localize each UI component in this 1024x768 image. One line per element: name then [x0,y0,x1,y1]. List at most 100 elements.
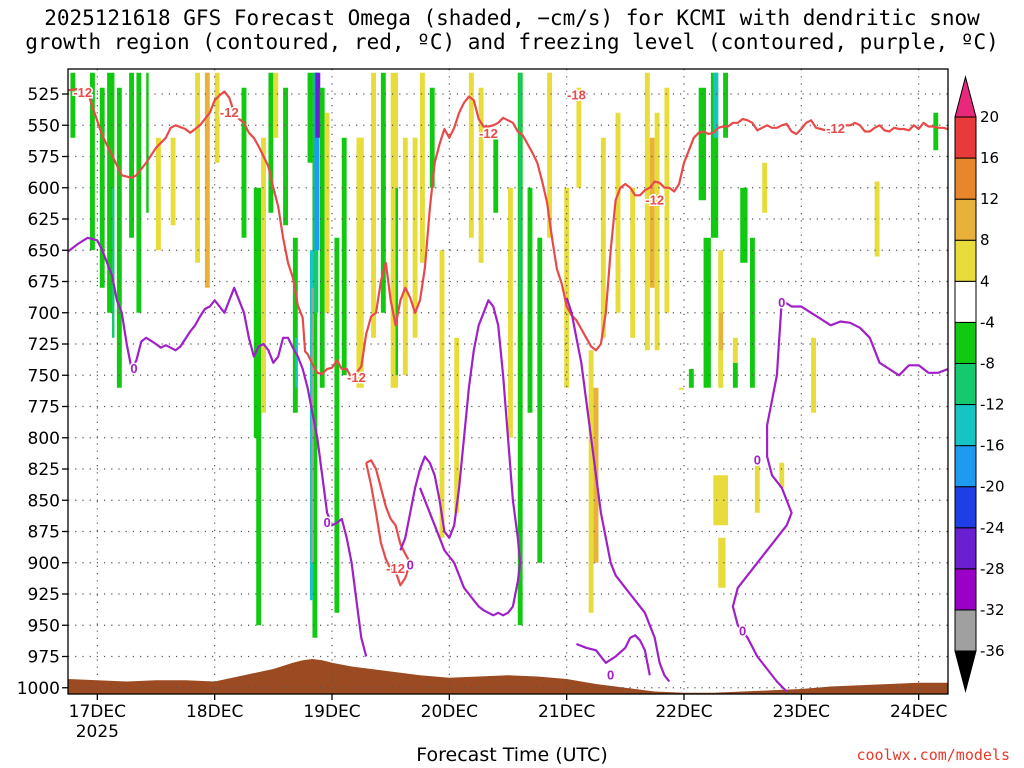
y-tick-label: 750 [28,366,60,386]
x-tick-label: 17DEC [69,702,126,722]
x-tick-label: 22DEC [655,702,712,722]
colorbar-swatch [954,404,977,447]
freezing-contour-label: 0 [778,295,785,310]
omega-cell [754,462,760,513]
temperature-contour-label: -12 [645,192,664,207]
colorbar-swatch [954,486,977,529]
omega-cell [156,137,161,251]
y-tick-label: 900 [28,554,60,574]
colorbar-swatch [954,280,977,323]
temperature-contour-label: -12 [826,121,845,136]
colorbar-swatch [954,362,977,406]
y-tick-label: 700 [28,304,60,324]
omega-cell [136,72,142,313]
omega-cell [402,137,408,376]
temperature-contour-label: -12 [386,561,405,576]
colorbar-swatch [954,157,977,200]
omega-cell [107,72,115,313]
colorbar-label: -4 [980,313,995,331]
omega-cell [390,72,398,388]
freezing-contour-label: 0 [739,624,746,639]
omega-cell [116,87,122,388]
colorbar-swatch [954,445,977,488]
colorbar-label: -12 [980,396,1005,414]
omega-cell [478,87,484,263]
omega-cell [307,72,313,163]
omega-cell [341,137,347,376]
y-tick-label: 1000 [17,679,60,699]
colorbar-label: -28 [980,560,1005,578]
omega-cell [324,112,330,313]
omega-cell [779,462,785,488]
omega-cell [518,72,522,313]
y-tick-label: 625 [28,210,60,230]
omega-cell [713,72,719,138]
freezing-contour-line [565,297,671,683]
colorbar-top-arrow [954,75,977,118]
colorbar-label: 16 [980,149,999,167]
x-tick-year-label: 2025 [76,722,119,742]
y-tick-label: 600 [28,179,60,199]
colorbar-label: -32 [980,601,1005,619]
terrain-surface [68,659,948,694]
y-tick-label: 800 [28,429,60,449]
omega-cell [420,72,425,263]
omega-cell [588,350,594,613]
omega-cell [740,187,748,263]
colorbar-bottom-arrow [954,650,977,693]
omega-cell [732,337,738,363]
omega-cell [319,87,325,388]
x-tick-label: 20DEC [421,702,478,722]
freezing-contour-label: 0 [323,515,330,530]
omega-cell [312,72,318,638]
freezing-contour-label: 0 [607,667,614,682]
omega-cell [129,72,134,238]
y-tick-label: 850 [28,491,60,511]
colorbar-swatch [954,239,977,282]
omega-cell [713,475,728,526]
plot-border [67,68,949,695]
omega-shading [70,72,939,638]
colorbar-label: -16 [980,437,1005,455]
freezing-contour-line [576,634,651,676]
y-tick-label: 525 [28,85,60,105]
terrain-fill [68,659,948,694]
omega-cell [256,312,262,626]
colorbar-label: 8 [980,231,990,249]
freezing-contour-label: 0 [407,557,414,572]
omega-cell [334,237,340,613]
omega-cell [395,187,398,376]
colorbar: -36 -32 -28 -24 -20 -16 -12 -8 -4 4 8 12 16 20 [954,75,1005,693]
omega-cell [576,87,582,188]
omega-cell [170,137,176,226]
omega-cell [811,337,816,413]
omega-cell [723,72,728,138]
omega-cell [214,72,220,163]
temperature-contour-label: -12 [347,370,366,385]
omega-cell [537,237,543,563]
y-axis-ticks: 525 550 575 600 625 650 675 700 725 750 775 800 825 8… [17,85,68,699]
chart-title-line1: 2025121618 GFS Forecast Omega (shaded, −… [44,6,980,30]
omega-cell [600,137,606,338]
temperature-contour-label: -12 [479,126,498,141]
x-tick-label: 23DEC [773,702,830,722]
colorbar-swatch [954,609,977,652]
y-tick-label: 925 [28,585,60,605]
omega-cell [630,187,636,338]
omega-cell [615,112,621,313]
credit-text: coolwx.com/models [856,746,1010,764]
plot-frame [67,68,949,695]
freezing-contour-line [781,299,948,377]
colorbar-label: -24 [980,519,1005,537]
y-tick-label: 575 [28,148,60,168]
y-tick-label: 825 [28,460,60,480]
omega-cell [874,181,880,257]
colorbar-swatch [954,198,977,241]
colorbar-label: -20 [980,478,1005,496]
omega-cell [292,237,298,413]
y-tick-label: 975 [28,648,60,668]
omega-cell [295,337,298,388]
freezing-contour-line [68,236,368,657]
